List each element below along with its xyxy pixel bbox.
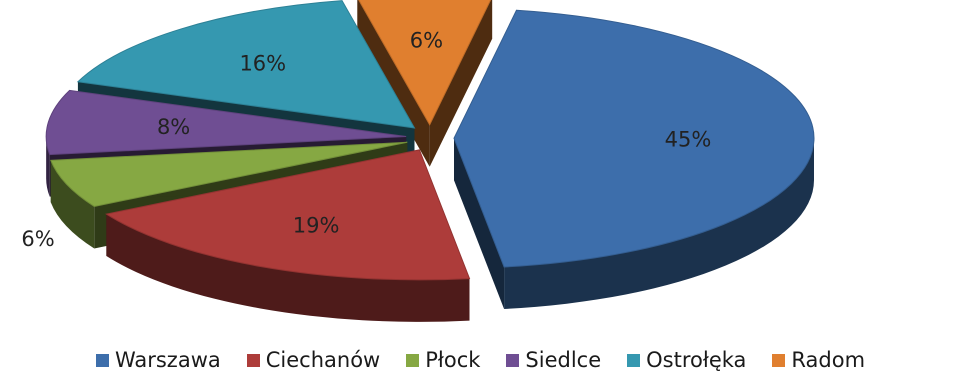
legend-label-siedlce: Siedlce bbox=[525, 348, 602, 372]
data-label-plock: 6% bbox=[21, 227, 54, 251]
pie-slice-warszawa[interactable] bbox=[453, 9, 815, 309]
legend-item-radom[interactable]: Radom bbox=[772, 348, 865, 372]
legend-swatch-radom bbox=[772, 353, 786, 367]
legend-item-warszawa[interactable]: Warszawa bbox=[95, 348, 221, 372]
legend-label-radom: Radom bbox=[791, 348, 866, 372]
legend-swatch-plock bbox=[406, 353, 420, 367]
legend-swatch-ciechanow bbox=[246, 353, 260, 367]
legend-item-plock[interactable]: Płock bbox=[406, 348, 480, 372]
data-label-ciechanow: 19% bbox=[293, 214, 340, 238]
legend-swatch-warszawa bbox=[95, 353, 109, 367]
data-label-ostroleka: 16% bbox=[239, 52, 286, 76]
legend-swatch-ostroleka bbox=[627, 353, 641, 367]
legend-label-warszawa: Warszawa bbox=[114, 348, 221, 372]
legend-label-ostroleka: Ostrołęka bbox=[646, 348, 747, 372]
legend-item-ciechanow[interactable]: Ciechanów bbox=[246, 348, 381, 372]
legend: Warszawa Ciechanów Płock Siedlce Ostrołę… bbox=[0, 345, 961, 375]
legend-item-ostroleka[interactable]: Ostrołęka bbox=[627, 348, 746, 372]
legend-label-plock: Płock bbox=[425, 348, 481, 372]
legend-swatch-siedlce bbox=[506, 353, 520, 367]
legend-item-siedlce[interactable]: Siedlce bbox=[506, 348, 601, 372]
pie-slice-ciechanow[interactable] bbox=[105, 149, 471, 322]
legend-label-ciechanow: Ciechanów bbox=[265, 348, 381, 372]
data-label-warszawa: 45% bbox=[665, 128, 712, 152]
data-label-radom: 6% bbox=[410, 28, 443, 52]
data-label-siedlce: 8% bbox=[157, 115, 190, 139]
